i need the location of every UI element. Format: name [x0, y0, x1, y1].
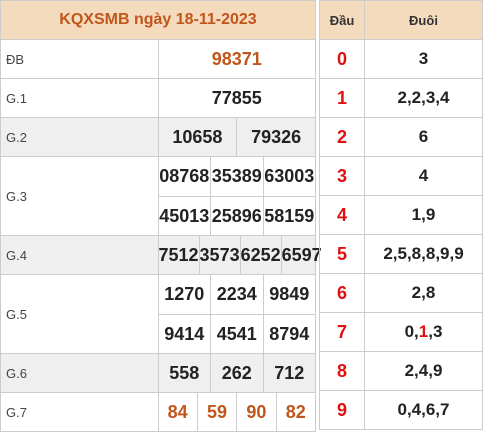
prize-g5-number: 4541 [210, 315, 263, 353]
duoi-header: Đuôi [364, 0, 483, 40]
prize-g7-number: 82 [275, 393, 315, 431]
prize-g6-number: 712 [262, 354, 316, 392]
prize-g4-number: 3573 [198, 236, 240, 274]
loto-dau: 3 [319, 156, 365, 196]
dau-header: Đầu [319, 0, 365, 40]
loto-duoi: 2,5,8,8,9,9 [364, 234, 483, 274]
result-table: KQXSMB ngày 18-11-2023 ĐB 98371 G.1 7785… [0, 0, 322, 432]
prize-g2-number: 10658 [172, 126, 223, 147]
prize-label-g2: G.2 [0, 117, 159, 157]
prize-db-number: 98371 [157, 39, 316, 79]
loto-dau: 7 [319, 312, 365, 352]
result-title: KQXSMB ngày 18-11-2023 [0, 0, 316, 40]
prize-g4-number: 6252 [239, 236, 281, 274]
prize-g4-number: 7512 [158, 244, 199, 265]
prize-g3-number: 08768 [159, 166, 210, 186]
loto-duoi: 2,2,3,4 [364, 78, 483, 118]
loto-dau: 9 [319, 390, 365, 430]
loto-dau: 0 [319, 39, 365, 79]
loto-duoi: 0,4,6,7 [364, 390, 483, 430]
prize-g2-number: 79326 [236, 118, 315, 156]
loto-duoi: 1,9 [364, 195, 483, 235]
loto-dau: 2 [319, 117, 365, 157]
prize-g5-number: 8794 [262, 315, 316, 353]
loto-duoi: 2,4,9 [364, 351, 483, 391]
loto-dau: 4 [319, 195, 365, 235]
prize-g6-number: 262 [210, 354, 263, 392]
prize-g5-number: 9414 [164, 323, 205, 344]
prize-label-db: ĐB [0, 39, 159, 79]
prize-label-g6: G.6 [0, 353, 159, 393]
prize-g7-number: 59 [196, 393, 236, 431]
loto-duoi: 2,8 [364, 273, 483, 313]
loto-duoi-part: ,3 [428, 322, 443, 341]
prize-g1-number: 77855 [157, 78, 316, 118]
loto-duoi-highlight: 1 [418, 322, 429, 341]
prize-g5-number: 2234 [210, 275, 263, 314]
loto-duoi: 3 [364, 39, 483, 79]
prize-label-g1: G.1 [0, 78, 159, 118]
prize-g3-number: 25896 [210, 197, 263, 235]
prize-g5-number: 9849 [262, 275, 316, 314]
prize-label-g7: G.7 [0, 392, 159, 432]
prize-g5-number: 1270 [164, 284, 205, 304]
prize-label-g3: G.3 [0, 156, 159, 236]
prize-g3-number: 35389 [210, 157, 263, 196]
loto-dau: 5 [319, 234, 365, 274]
prize-g4-number: 6597 [280, 236, 322, 274]
loto-dau: 8 [319, 351, 365, 391]
loto-dau: 1 [319, 78, 365, 118]
prize-g3-number: 45013 [159, 205, 210, 226]
prize-g7-number: 90 [236, 393, 275, 431]
loto-duoi: 4 [364, 156, 483, 196]
loto-duoi: 6 [364, 117, 483, 157]
prize-g6-number: 558 [169, 362, 200, 383]
loto-duoi-part: 0, [404, 322, 419, 341]
prize-label-g5: G.5 [0, 274, 159, 354]
prize-label-g4: G.4 [0, 235, 159, 275]
loto-duoi: 0,1,3 [364, 312, 483, 352]
prize-g3-number: 58159 [262, 197, 316, 235]
prize-g3-number: 63003 [262, 157, 316, 196]
prize-g7-number: 84 [167, 401, 188, 422]
loto-dau: 6 [319, 273, 365, 313]
